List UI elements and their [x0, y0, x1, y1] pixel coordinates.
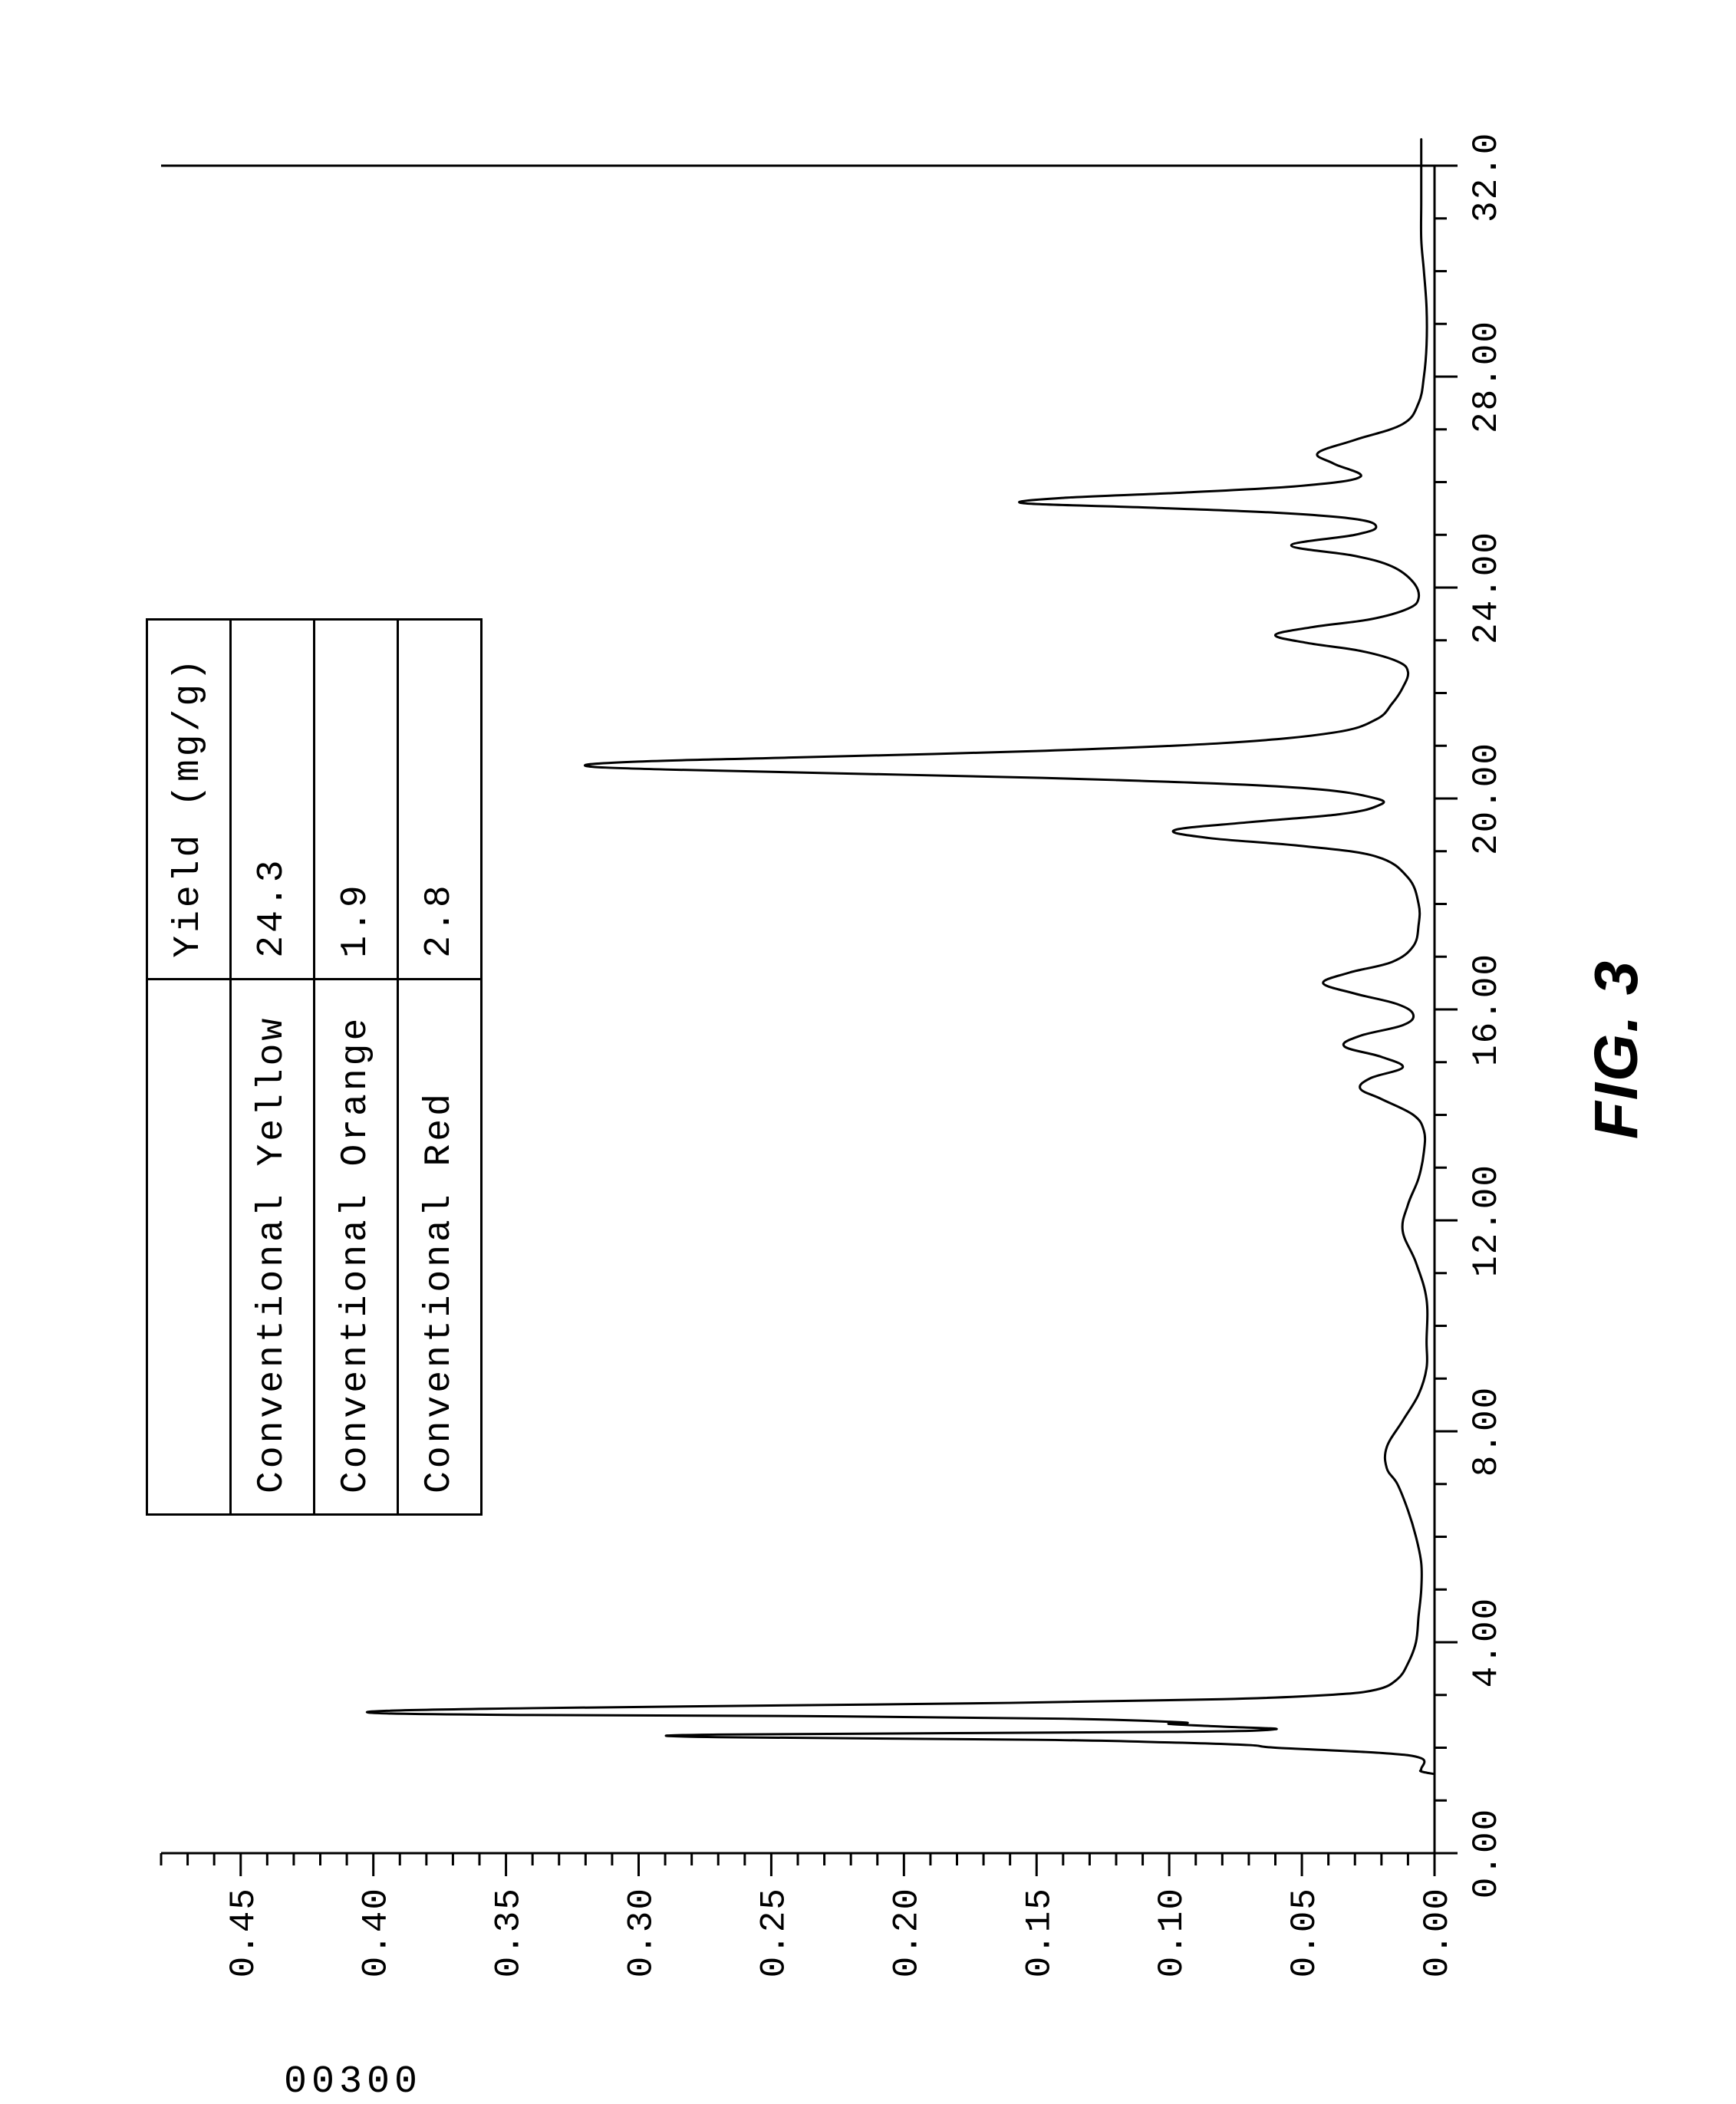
svg-text:0.05: 0.05: [1285, 1887, 1325, 1977]
svg-text:0.15: 0.15: [1020, 1887, 1059, 1977]
yield-table: Yield (mg/g) Conventional Yellow24.3Conv…: [146, 618, 483, 1516]
svg-text:24.00: 24.00: [1467, 531, 1507, 644]
svg-text:16.00: 16.00: [1467, 953, 1507, 1066]
table-row: Conventional Red2.8: [398, 620, 482, 1515]
svg-text:8.00: 8.00: [1467, 1386, 1507, 1477]
svg-text:20.00: 20.00: [1467, 742, 1507, 855]
table-header: Yield (mg/g): [147, 620, 231, 980]
svg-text:32.00: 32.00: [1467, 135, 1507, 222]
table-cell: 2.8: [398, 620, 482, 980]
table-row: Conventional Yellow24.3: [231, 620, 315, 1515]
side-label: 00300: [284, 2060, 422, 2104]
svg-text:0.45: 0.45: [224, 1887, 264, 1977]
svg-text:28.00: 28.00: [1467, 320, 1507, 433]
svg-text:0.00: 0.00: [1467, 1808, 1507, 1898]
figure-caption: FIG. 3: [1581, 960, 1652, 1139]
table-cell: Conventional Orange: [315, 979, 398, 1514]
table-cell: 24.3: [231, 620, 315, 980]
svg-text:0.25: 0.25: [754, 1887, 794, 1977]
svg-text:0.10: 0.10: [1152, 1887, 1192, 1977]
svg-text:0.00: 0.00: [1418, 1887, 1458, 1977]
table-row: Conventional Orange1.9: [315, 620, 398, 1515]
svg-text:0.20: 0.20: [887, 1887, 927, 1977]
table-cell: 1.9: [315, 620, 398, 980]
svg-text:0.35: 0.35: [489, 1887, 529, 1977]
svg-text:4.00: 4.00: [1467, 1597, 1507, 1687]
table-cell: Conventional Red: [398, 979, 482, 1514]
svg-text:12.00: 12.00: [1467, 1164, 1507, 1277]
table-header-row: Yield (mg/g): [147, 620, 231, 1515]
svg-text:0.30: 0.30: [622, 1887, 662, 1977]
svg-text:0.40: 0.40: [357, 1887, 397, 1977]
table-cell: Conventional Yellow: [231, 979, 315, 1514]
table-header: [147, 979, 231, 1514]
